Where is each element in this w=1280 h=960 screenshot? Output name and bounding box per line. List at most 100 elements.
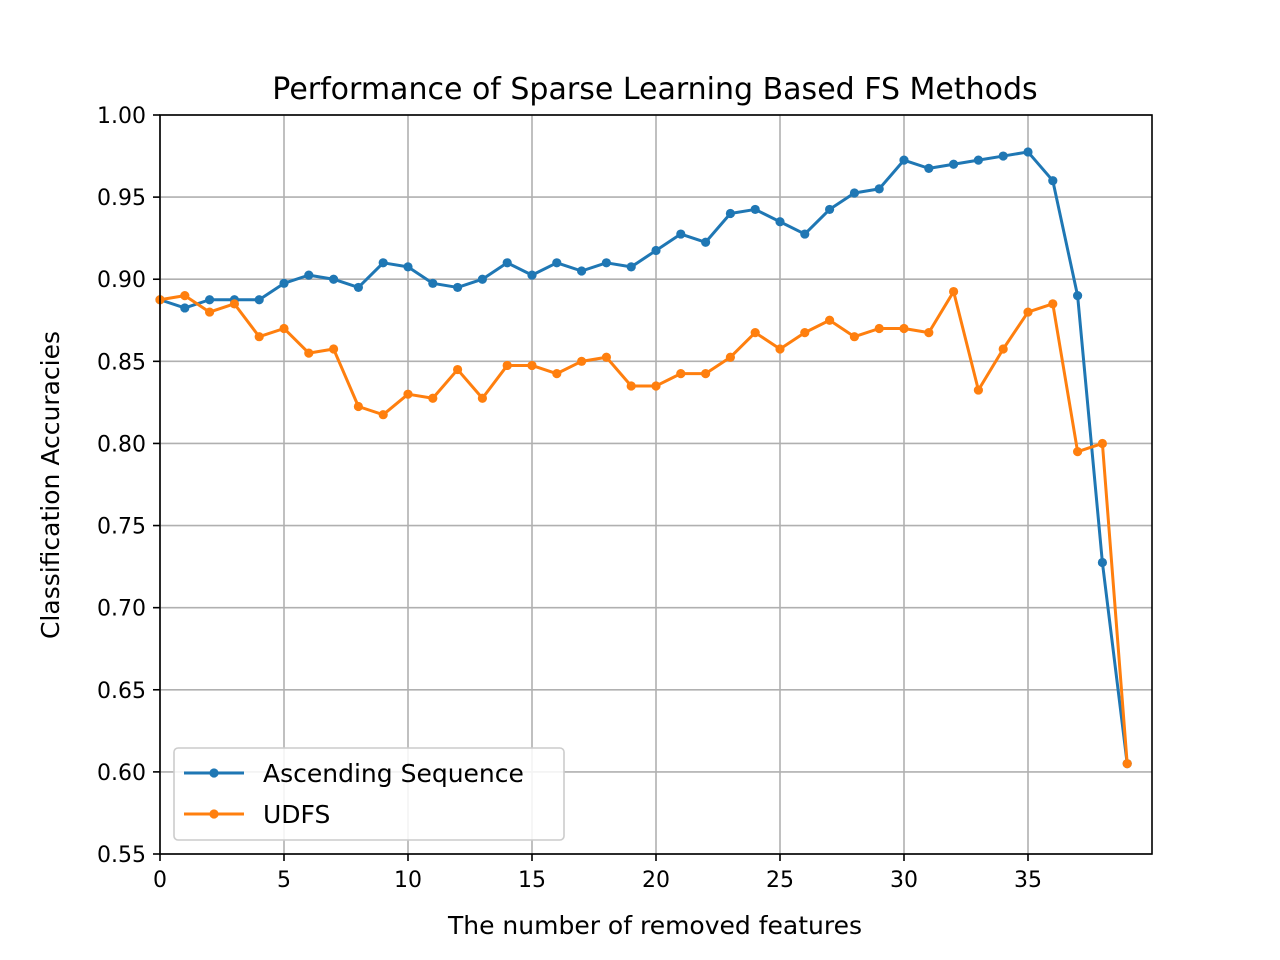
legend-label-ascending-sequence: Ascending Sequence [263,759,524,788]
data-point-udfs-6 [304,348,314,358]
data-point-ascending-sequence-33 [973,155,984,165]
legend-swatch-marker-ascending-sequence [209,768,219,778]
series-ascending-sequence [155,147,1132,769]
data-point-ascending-sequence-14 [502,258,512,268]
data-point-udfs-36 [1048,299,1058,309]
x-tick-label-6: 30 [890,868,918,893]
data-point-ascending-sequence-30 [899,155,909,165]
data-point-ascending-sequence-29 [874,184,884,194]
axis-ticks: 0 5 10 15 20 25 30 35 0.55 0.60 0.65 0.70 0.75 0.80 0.… [97,104,1042,893]
data-point-udfs-29 [874,323,884,334]
legend-box [173,747,565,841]
data-point-udfs-33 [973,385,984,395]
y-axis-label: Classification Accuracies [36,331,65,639]
data-point-udfs-1 [180,291,190,301]
chart-title: Performance of Sparse Learning Based FS … [272,72,1037,107]
data-point-udfs-9 [378,410,388,420]
data-point-ascending-sequence-4 [254,295,264,305]
x-tick-label-0: 0 [153,868,167,893]
data-point-udfs-23 [725,352,736,362]
series-udfs [155,286,1132,769]
data-point-udfs-24 [750,327,760,338]
data-point-ascending-sequence-35 [1023,147,1033,157]
data-point-udfs-4 [254,332,264,342]
data-point-ascending-sequence-25 [775,217,785,227]
data-point-ascending-sequence-10 [403,262,413,272]
data-point-ascending-sequence-12 [453,282,463,293]
data-point-udfs-38 [1097,438,1107,449]
data-point-ascending-sequence-26 [800,229,810,239]
y-tick-label-1: 0.60 [97,761,146,786]
data-point-ascending-sequence-13 [477,274,487,284]
data-point-udfs-7 [329,344,339,354]
data-point-udfs-19 [626,381,636,391]
y-tick-label-2: 0.65 [97,679,146,704]
x-tick-label-5: 25 [766,868,794,893]
data-point-ascending-sequence-16 [552,258,562,268]
x-tick-label-7: 35 [1014,868,1042,893]
data-point-udfs-14 [502,360,512,371]
data-point-udfs-26 [800,327,810,338]
data-point-ascending-sequence-1 [180,303,190,313]
x-tick-label-1: 5 [277,868,291,893]
data-point-ascending-sequence-9 [378,258,388,268]
data-point-ascending-sequence-34 [998,151,1008,161]
data-point-udfs-34 [998,344,1008,354]
data-point-udfs-30 [899,323,909,334]
data-point-udfs-11 [428,393,438,403]
y-tick-label-4: 0.75 [97,515,146,540]
data-point-ascending-sequence-22 [701,237,711,247]
data-point-ascending-sequence-36 [1048,176,1058,186]
data-point-ascending-sequence-21 [676,229,686,239]
data-point-udfs-16 [552,369,562,379]
data-point-ascending-sequence-31 [924,163,934,173]
y-tick-label-5: 0.80 [97,432,146,457]
data-point-udfs-37 [1073,447,1083,457]
data-point-ascending-sequence-7 [329,274,339,284]
data-point-udfs-35 [1023,307,1033,317]
data-point-ascending-sequence-24 [750,204,760,215]
legend-swatch-marker-udfs [209,809,219,819]
data-point-ascending-sequence-15 [527,270,537,280]
data-point-ascending-sequence-37 [1073,291,1083,301]
y-tick-label-3: 0.70 [97,597,146,622]
series-layer [155,147,1132,769]
data-point-ascending-sequence-2 [205,295,215,305]
series-line-udfs [159,290,1129,764]
data-point-udfs-12 [453,364,463,375]
data-point-ascending-sequence-32 [949,159,959,169]
legend: Ascending Sequence UDFS [173,747,565,841]
data-point-udfs-22 [701,369,711,379]
data-point-udfs-8 [353,401,363,412]
x-tick-label-4: 20 [642,868,670,893]
x-tick-label-3: 15 [518,868,546,893]
y-tick-label-9: 1.00 [97,104,146,129]
data-point-ascending-sequence-23 [725,208,736,219]
data-point-udfs-28 [849,332,860,342]
data-point-udfs-10 [403,389,413,399]
data-point-udfs-32 [949,286,959,297]
data-point-ascending-sequence-8 [353,282,363,293]
grid-lines [159,114,1152,855]
data-point-udfs-20 [651,381,661,391]
data-point-udfs-2 [205,307,215,317]
data-point-ascending-sequence-5 [279,278,289,288]
data-point-ascending-sequence-17 [577,266,587,276]
y-tick-label-8: 0.95 [97,186,146,211]
series-line-ascending-sequence [159,150,1129,764]
data-point-ascending-sequence-6 [304,270,314,280]
data-point-udfs-18 [601,352,612,362]
data-point-ascending-sequence-20 [651,245,661,256]
data-point-ascending-sequence-38 [1097,557,1107,568]
y-tick-label-0: 0.55 [97,843,146,868]
data-point-udfs-25 [775,344,785,354]
data-point-udfs-31 [924,327,934,338]
y-tick-label-6: 0.85 [97,350,146,375]
data-point-ascending-sequence-11 [428,278,438,288]
data-point-udfs-27 [825,315,835,325]
data-point-udfs-15 [527,360,537,371]
legend-label-udfs: UDFS [263,800,330,829]
x-tick-label-2: 10 [394,868,422,893]
data-point-udfs-13 [477,393,487,403]
